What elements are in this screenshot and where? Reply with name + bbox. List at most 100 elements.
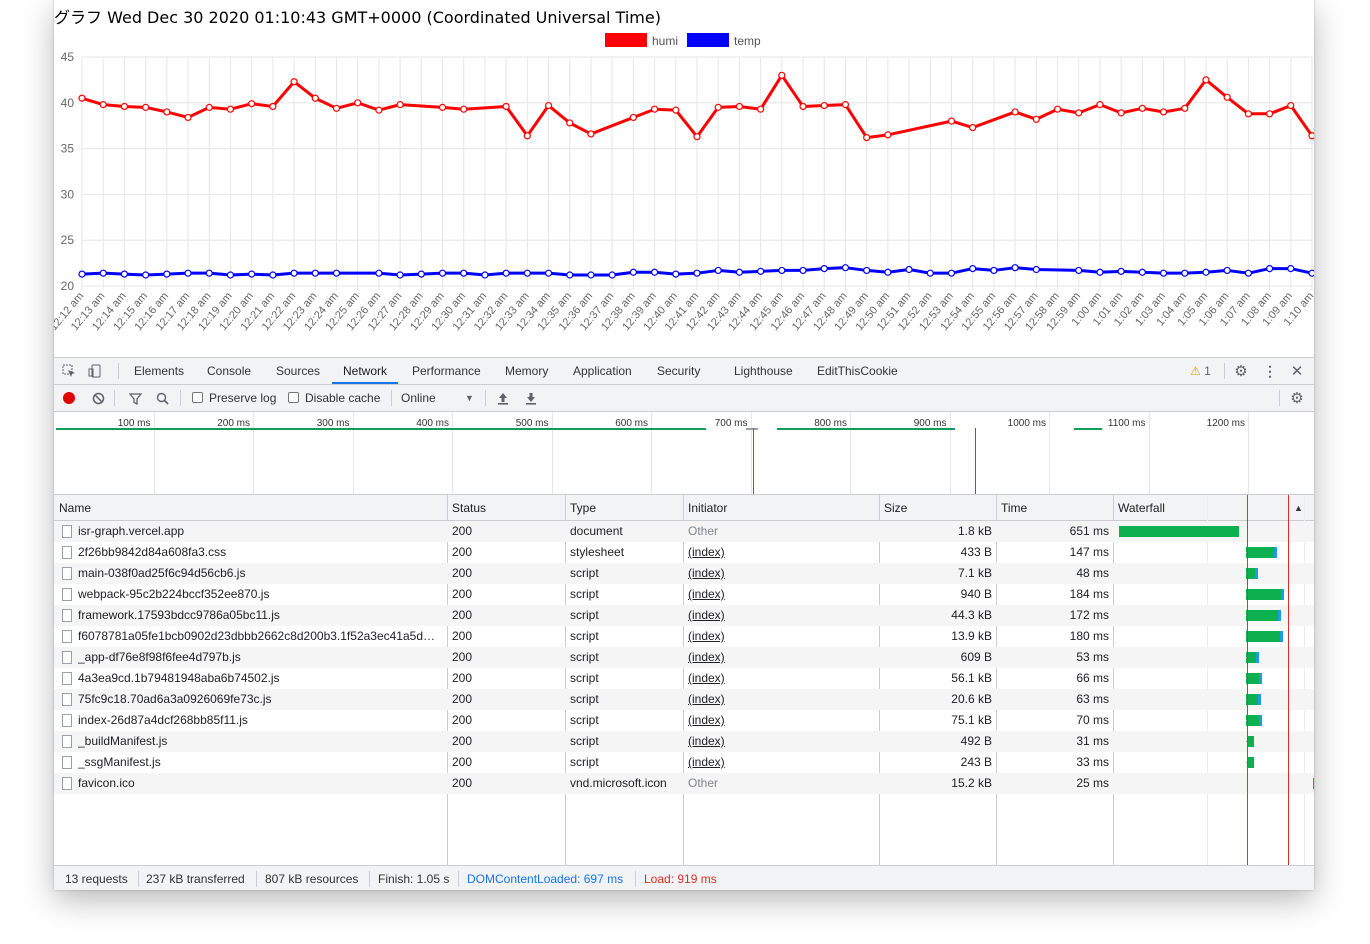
data-point-humi[interactable] — [1053, 105, 1062, 113]
data-point-temp[interactable] — [481, 271, 489, 279]
cell-initiator[interactable]: (index) — [688, 671, 725, 685]
cell-initiator[interactable]: (index) — [688, 587, 725, 601]
sort-ascending-icon[interactable]: ▲ — [1294, 503, 1303, 513]
data-point-humi[interactable] — [290, 78, 298, 86]
data-point-humi[interactable] — [1138, 104, 1146, 112]
data-point-humi[interactable] — [799, 102, 807, 111]
waterfall-bar[interactable] — [1313, 778, 1314, 789]
data-point-temp[interactable] — [990, 266, 998, 275]
data-point-humi[interactable] — [1011, 108, 1019, 116]
table-row[interactable]: 2f26bb9842d84a608fa3.css 200 stylesheet (in… — [54, 542, 1314, 563]
data-point-humi[interactable] — [863, 134, 871, 142]
data-point-temp[interactable] — [608, 271, 616, 279]
tab-security[interactable]: Security — [657, 364, 701, 378]
data-point-humi[interactable] — [205, 103, 213, 111]
table-row[interactable]: framework.17593bdcc9786a05bc11.js 200 scri… — [54, 605, 1314, 626]
data-point-temp[interactable] — [332, 269, 341, 277]
data-point-humi[interactable] — [375, 106, 383, 114]
cell-initiator[interactable]: (index) — [688, 692, 725, 706]
table-row[interactable]: isr-graph.vercel.app 200 document Other 1.8 … — [54, 521, 1314, 542]
data-point-temp[interactable] — [1181, 269, 1189, 277]
data-point-humi[interactable] — [650, 105, 659, 113]
table-row[interactable]: _buildManifest.js 200 script (index) 492 B 31… — [54, 731, 1314, 752]
cell-name[interactable]: index-26d87a4dcf268bb85f11.js — [78, 713, 248, 727]
data-point-temp[interactable] — [1244, 269, 1252, 277]
data-point-humi[interactable] — [884, 131, 892, 139]
data-point-temp[interactable] — [905, 265, 913, 274]
data-point-temp[interactable] — [1075, 266, 1083, 275]
table-row[interactable]: index-26d87a4dcf268bb85f11.js 200 script (i… — [54, 710, 1314, 731]
data-point-humi[interactable] — [1032, 115, 1040, 123]
data-point-temp[interactable] — [566, 271, 574, 279]
cell-name[interactable]: f6078781a05fe1bcb0902d23dbbb2662c8d200b3… — [78, 629, 436, 643]
data-point-humi[interactable] — [248, 100, 256, 108]
data-point-temp[interactable] — [1223, 266, 1231, 275]
data-point-humi[interactable] — [629, 113, 637, 122]
data-point-temp[interactable] — [99, 269, 107, 277]
data-point-temp[interactable] — [184, 269, 192, 277]
data-point-temp[interactable] — [523, 269, 531, 277]
data-point-temp[interactable] — [417, 270, 425, 278]
data-point-temp[interactable] — [396, 271, 404, 279]
data-point-temp[interactable] — [1202, 268, 1210, 276]
data-point-humi[interactable] — [1096, 101, 1104, 109]
warning-badge[interactable]: ⚠ 1 — [1190, 358, 1211, 384]
data-point-temp[interactable] — [1287, 264, 1295, 273]
search-icon[interactable] — [153, 389, 171, 407]
data-point-humi[interactable] — [354, 99, 362, 107]
data-point-temp[interactable] — [969, 264, 977, 273]
data-point-temp[interactable] — [884, 268, 892, 276]
data-point-temp[interactable] — [375, 269, 383, 277]
data-point-temp[interactable] — [205, 269, 213, 277]
close-devtools-icon[interactable]: ✕ — [1290, 363, 1304, 380]
tab-elements[interactable]: Elements — [134, 364, 185, 378]
data-point-humi[interactable] — [1287, 101, 1295, 110]
data-point-humi[interactable] — [1075, 109, 1083, 117]
tab-memory[interactable]: Memory — [505, 364, 549, 378]
cell-initiator[interactable]: (index) — [688, 608, 725, 622]
tab-editthiscookie[interactable]: EditThisCookie — [817, 364, 898, 378]
table-row[interactable]: favicon.ico 200 vnd.microsoft.icon Other 15.… — [54, 773, 1314, 794]
data-point-temp[interactable] — [1308, 269, 1314, 277]
data-point-humi[interactable] — [184, 113, 192, 122]
device-toolbar-icon[interactable] — [86, 362, 104, 380]
table-row[interactable]: _ssgManifest.js 200 script (index) 243 B 33 m… — [54, 752, 1314, 773]
cell-name[interactable]: webpack-95c2b224bccf352ee870.js — [78, 587, 270, 601]
data-point-temp[interactable] — [693, 269, 701, 277]
data-point-temp[interactable] — [947, 269, 956, 277]
data-point-temp[interactable] — [1096, 268, 1104, 276]
data-point-humi[interactable] — [693, 133, 701, 141]
column-header-initiator[interactable]: Initiator — [683, 495, 879, 521]
cell-initiator[interactable]: (index) — [688, 629, 725, 643]
legend-item-humi[interactable]: humi — [605, 33, 678, 48]
data-point-humi[interactable] — [714, 103, 722, 111]
data-point-humi[interactable] — [78, 94, 86, 102]
data-point-temp[interactable] — [142, 271, 150, 279]
data-point-humi[interactable] — [1223, 93, 1231, 101]
data-point-humi[interactable] — [269, 102, 277, 111]
data-point-temp[interactable] — [460, 269, 468, 277]
column-header-type[interactable]: Type — [565, 495, 683, 521]
data-point-humi[interactable] — [99, 101, 107, 109]
network-overview-timeline[interactable]: 100 ms 200 ms 300 ms 400 ms 500 ms 600 ms 700 … — [54, 412, 1314, 495]
column-header-name[interactable]: Name — [54, 495, 447, 521]
waterfall-bar[interactable] — [1119, 526, 1239, 537]
data-point-temp[interactable] — [311, 269, 319, 277]
cell-initiator[interactable]: (index) — [688, 566, 725, 580]
data-point-temp[interactable] — [587, 271, 595, 279]
legend-item-temp[interactable]: temp — [687, 33, 761, 48]
cell-initiator[interactable]: (index) — [688, 755, 725, 769]
data-point-humi[interactable] — [502, 102, 510, 111]
data-point-temp[interactable] — [841, 264, 850, 272]
cell-initiator[interactable]: (index) — [688, 713, 725, 727]
data-point-temp[interactable] — [248, 270, 256, 278]
cell-name[interactable]: 4a3ea9cd.1b79481948aba6b74502.js — [78, 671, 280, 685]
export-har-icon[interactable] — [522, 389, 540, 407]
column-header-time[interactable]: Time — [996, 495, 1113, 521]
data-point-humi[interactable] — [1308, 132, 1314, 140]
data-point-humi[interactable] — [947, 117, 956, 125]
table-row[interactable]: f6078781a05fe1bcb0902d23dbbb2662c8d200b3… — [54, 626, 1314, 647]
cell-name[interactable]: framework.17593bdcc9786a05bc11.js — [78, 608, 280, 622]
cell-name[interactable]: isr-graph.vercel.app — [78, 524, 185, 538]
data-point-temp[interactable] — [799, 266, 807, 275]
